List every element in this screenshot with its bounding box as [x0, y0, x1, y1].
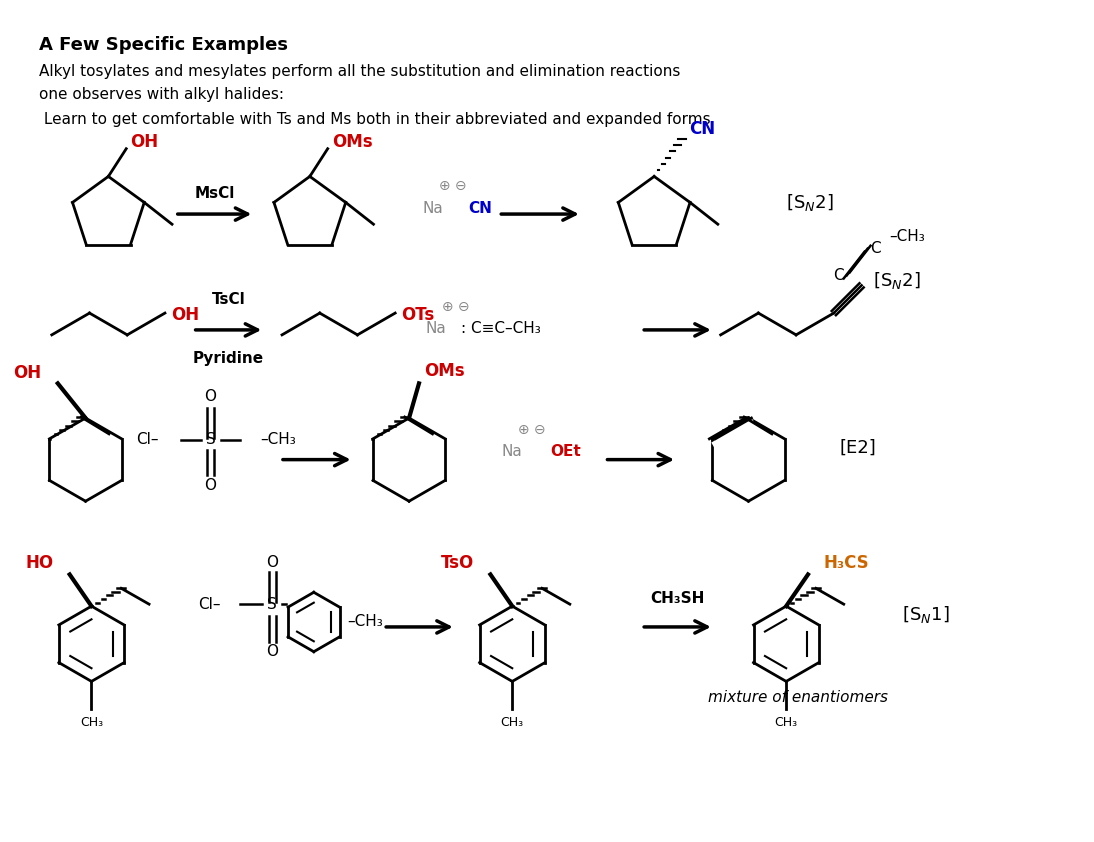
Text: CN: CN [689, 120, 715, 138]
Text: [E2]: [E2] [840, 439, 876, 456]
Text: mixture of enantiomers: mixture of enantiomers [708, 690, 888, 705]
Text: A Few Specific Examples: A Few Specific Examples [39, 36, 288, 54]
Text: O: O [205, 478, 217, 493]
Text: : C≡C–CH₃: : C≡C–CH₃ [461, 322, 540, 337]
Text: HO: HO [25, 553, 54, 572]
Text: CH₃SH: CH₃SH [650, 591, 705, 606]
Text: ⊕ ⊖: ⊕ ⊖ [442, 300, 469, 314]
Text: [S$_N$2]: [S$_N$2] [873, 270, 920, 290]
Text: –CH₃: –CH₃ [348, 615, 383, 630]
Text: OMs: OMs [424, 361, 465, 380]
Text: Na: Na [426, 322, 446, 337]
Text: TsCl: TsCl [211, 292, 245, 307]
Text: O: O [266, 644, 278, 659]
Text: OEt: OEt [550, 445, 581, 459]
Text: H₃CS: H₃CS [824, 553, 870, 572]
Text: OMs: OMs [331, 133, 372, 151]
Text: OTs: OTs [401, 306, 434, 324]
Text: one observes with alkyl halides:: one observes with alkyl halides: [39, 88, 284, 103]
Text: Pyridine: Pyridine [193, 351, 264, 365]
Text: S: S [267, 597, 277, 611]
Text: ⊕ ⊖: ⊕ ⊖ [519, 423, 546, 437]
Text: TsO: TsO [441, 553, 475, 572]
Text: Cl–: Cl– [137, 432, 159, 447]
Text: C: C [870, 241, 881, 256]
Text: C: C [834, 268, 845, 283]
Text: Na: Na [422, 200, 443, 216]
Text: Na: Na [502, 445, 523, 459]
Text: ⊕ ⊖: ⊕ ⊖ [439, 179, 466, 194]
Text: –CH₃: –CH₃ [260, 432, 296, 447]
Text: [S$_N$2]: [S$_N$2] [787, 192, 834, 213]
Text: O: O [266, 555, 278, 570]
Text: O: O [205, 389, 217, 404]
Text: Alkyl tosylates and mesylates perform all the substitution and elimination react: Alkyl tosylates and mesylates perform al… [39, 64, 680, 78]
Text: Learn to get comfortable with Ts and Ms both in their abbreviated and expanded f: Learn to get comfortable with Ts and Ms … [39, 112, 710, 127]
Text: –CH₃: –CH₃ [889, 229, 926, 244]
Text: OH: OH [130, 133, 159, 151]
Text: S: S [206, 432, 216, 447]
Text: CH₃: CH₃ [80, 716, 103, 729]
Text: OH: OH [171, 306, 199, 324]
Text: CH₃: CH₃ [501, 716, 524, 729]
Text: [S$_N$1]: [S$_N$1] [903, 604, 950, 625]
Text: CH₃: CH₃ [775, 716, 798, 729]
Text: Cl–: Cl– [198, 597, 221, 611]
Text: MsCl: MsCl [195, 186, 235, 201]
Text: OH: OH [13, 365, 40, 382]
Text: CN: CN [468, 200, 492, 216]
